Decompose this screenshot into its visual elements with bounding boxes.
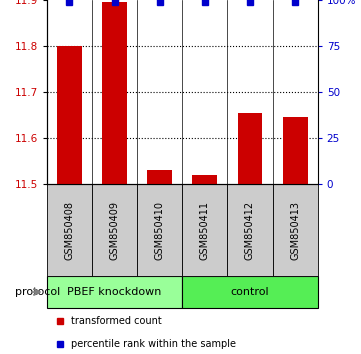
- Text: percentile rank within the sample: percentile rank within the sample: [71, 339, 236, 349]
- Bar: [283, 118, 308, 184]
- Bar: [47, 184, 92, 276]
- Bar: [273, 184, 318, 276]
- Text: control: control: [231, 287, 269, 297]
- Text: GSM850408: GSM850408: [65, 201, 74, 259]
- Bar: [182, 276, 318, 308]
- Bar: [47, 276, 182, 308]
- Text: GSM850411: GSM850411: [200, 201, 210, 259]
- Text: transformed count: transformed count: [71, 316, 162, 326]
- Text: GSM850410: GSM850410: [155, 201, 165, 259]
- Bar: [227, 184, 273, 276]
- Bar: [92, 184, 137, 276]
- Text: PBEF knockdown: PBEF knockdown: [68, 287, 162, 297]
- Text: protocol: protocol: [16, 287, 61, 297]
- Bar: [182, 184, 227, 276]
- Bar: [102, 2, 127, 184]
- Bar: [57, 46, 82, 184]
- Text: GSM850413: GSM850413: [290, 201, 300, 259]
- Text: GSM850409: GSM850409: [110, 201, 119, 259]
- Bar: [147, 170, 172, 184]
- Bar: [192, 175, 217, 184]
- Text: GSM850412: GSM850412: [245, 200, 255, 260]
- Bar: [238, 113, 262, 184]
- Bar: [137, 184, 182, 276]
